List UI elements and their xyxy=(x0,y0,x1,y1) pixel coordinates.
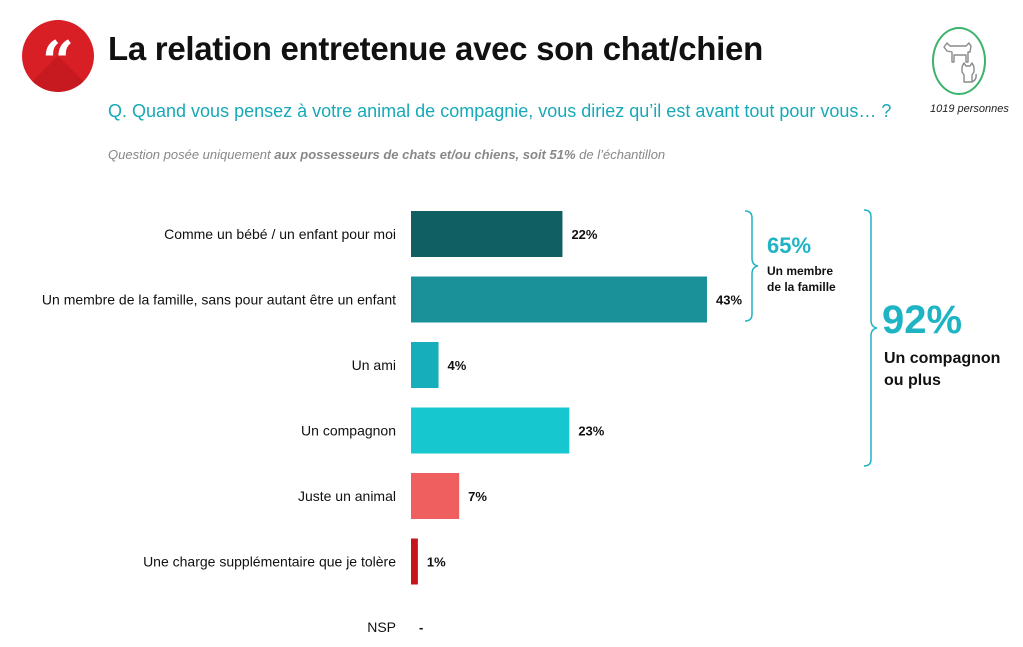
value-label: 23% xyxy=(578,424,604,439)
survey-question: Q. Quand vous pensez à votre animal de c… xyxy=(108,101,892,121)
quote-badge: “ xyxy=(22,20,94,92)
value-label: - xyxy=(419,620,423,635)
category-label: Un membre de la famille, sans pour autan… xyxy=(42,292,396,308)
category-label: Juste un animal xyxy=(298,488,396,504)
dog-cat-icon xyxy=(943,42,977,83)
category-label: Comme un bébé / un enfant pour moi xyxy=(164,226,396,242)
family-bracket xyxy=(744,210,759,322)
bar xyxy=(411,538,418,585)
companion-bracket xyxy=(863,209,878,467)
value-label: 4% xyxy=(448,358,467,373)
note-bold: aux possesseurs de chats et/ou chiens, s… xyxy=(274,147,576,162)
companion-label-1: Un compagnon xyxy=(884,350,1001,367)
pet-icon-circle xyxy=(932,27,986,95)
bar xyxy=(411,473,460,519)
category-label: Une charge supplémentaire que je tolère xyxy=(143,554,396,570)
family-label-1: Un membre xyxy=(767,264,834,278)
companion-label-2: ou plus xyxy=(884,372,941,389)
category-label: Un ami xyxy=(352,357,396,373)
question-note: Question posée uniquement aux possesseur… xyxy=(108,147,665,162)
value-label: 7% xyxy=(468,489,487,504)
companion-total: 92% xyxy=(882,298,963,342)
value-label: 43% xyxy=(716,293,742,308)
family-total: 65% xyxy=(767,233,812,258)
quote-mark-icon: “ xyxy=(41,29,75,92)
bar xyxy=(411,211,563,257)
page-title: La relation entretenue avec son chat/chi… xyxy=(108,30,763,67)
value-label: 1% xyxy=(427,555,446,570)
category-label: Un compagnon xyxy=(301,423,396,439)
sample-size: 1019 personnes xyxy=(930,103,1009,115)
note-prefix: Question posée uniquement xyxy=(108,147,275,162)
bar xyxy=(411,407,570,454)
note-suffix: de l’échantillon xyxy=(575,147,666,162)
bar xyxy=(411,342,439,388)
family-label-2: de la famille xyxy=(767,280,836,294)
bar xyxy=(411,276,707,323)
category-label: NSP xyxy=(367,619,396,635)
value-label: 22% xyxy=(571,227,597,242)
